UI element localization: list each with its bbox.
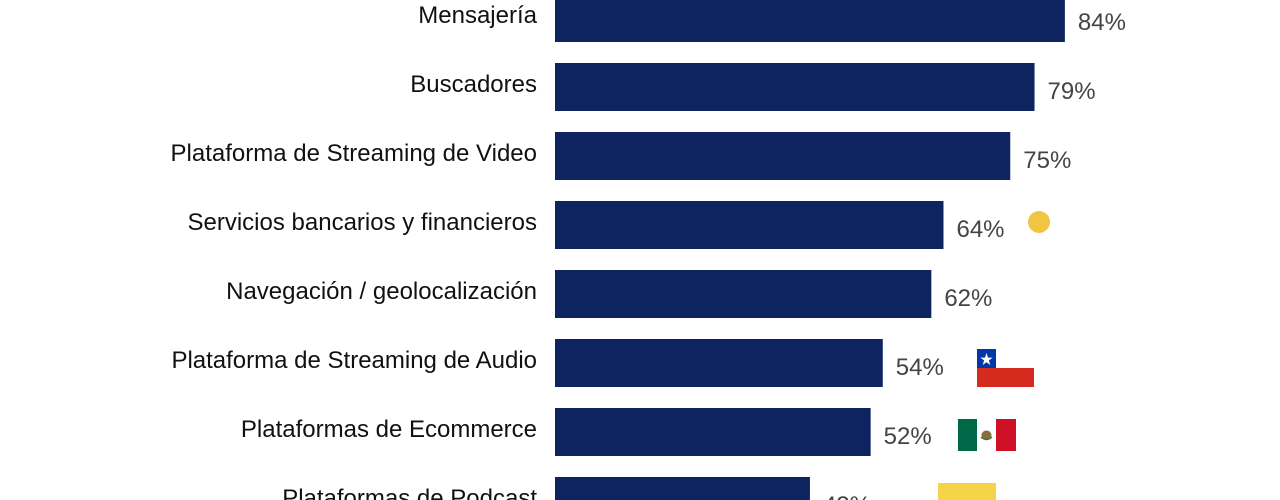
category-label: Navegación / geolocalización [226,278,537,305]
bar-2 [555,132,1011,180]
bar-4 [555,270,932,318]
mexico-flag-icon [958,419,1016,451]
yellow-dot-icon [1028,211,1050,233]
category-label: Plataforma de Streaming de Video [171,140,537,167]
bar-6 [555,408,871,456]
bar-3 [555,201,944,249]
bar-7 [555,477,810,500]
category-label: Plataformas de Ecommerce [241,416,537,443]
category-label: Mensajería [418,2,537,29]
bar-5 [555,339,883,387]
yellow-flag-icon [938,483,996,500]
labels-layer: Mensajería 84% Buscadores 79% Plataforma de … [171,2,1126,500]
category-label: Plataforma de Streaming de Audio [171,347,537,374]
value-label: 75% [1023,147,1071,174]
category-label: Servicios bancarios y financieros [188,209,538,236]
value-label: 79% [1048,78,1096,105]
value-label: 64% [956,216,1004,243]
category-label: Buscadores [410,71,537,98]
bar-0 [555,0,1065,42]
category-label: Plataformas de Podcast [282,485,537,500]
value-label: 62% [944,285,992,312]
value-label: 84% [1078,9,1126,36]
bars-layer [555,0,1065,500]
value-label: 42% [823,492,871,500]
bar-1 [555,63,1035,111]
value-label: 52% [884,423,932,450]
value-label: 54% [896,354,944,381]
chile-flag-icon [977,349,1034,387]
